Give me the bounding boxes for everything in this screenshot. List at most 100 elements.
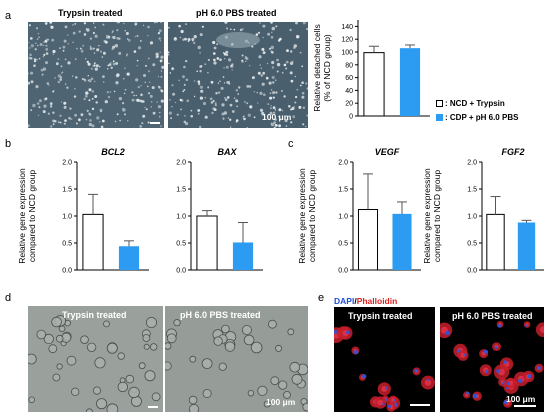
cell-dot	[298, 105, 302, 109]
cell-dot	[204, 96, 207, 99]
cell-dot	[233, 97, 236, 99]
stain-dapi-label: DAPI	[334, 296, 355, 306]
cell-dot	[92, 22, 95, 24]
cell-dot	[200, 65, 203, 68]
cell-dot	[259, 91, 263, 95]
cell-ring	[270, 376, 280, 386]
cell-dot	[210, 101, 214, 104]
cell-dot	[64, 25, 68, 29]
cell-dot	[246, 102, 249, 105]
cell-dot	[123, 78, 125, 80]
cell-dot	[302, 106, 306, 110]
cell-dot	[183, 120, 187, 124]
cell-dot	[226, 96, 230, 99]
y-axis-label: compared to NCD group	[432, 170, 442, 262]
y-tick-label: 140	[341, 24, 353, 31]
cell-dot	[301, 91, 305, 95]
cell-dot	[159, 51, 161, 53]
cell-dot	[84, 94, 88, 98]
cell-dot	[184, 37, 187, 41]
cell-dot	[93, 52, 96, 54]
cell-dot	[92, 65, 94, 67]
cell-dot	[60, 65, 63, 68]
cell-dot	[213, 46, 217, 50]
cell-dot	[290, 79, 294, 83]
cell-dot	[193, 41, 196, 45]
cell-dot	[67, 43, 69, 45]
cell-dot	[199, 52, 201, 54]
cell-dot	[147, 121, 150, 124]
cell-dot	[89, 47, 93, 51]
cell-dot	[143, 74, 146, 77]
cell-core	[539, 326, 544, 333]
cell-dot	[180, 108, 182, 111]
cell-dot	[86, 60, 89, 64]
y-tick-label: 1.5	[62, 187, 72, 194]
cell-dot	[112, 35, 116, 40]
cell-dot	[64, 58, 67, 61]
cell-dot	[199, 33, 203, 37]
cell-dapi	[525, 324, 528, 327]
bar-cdp	[118, 246, 140, 270]
y-tick-label: 0.0	[338, 268, 348, 275]
micrograph-d-trypsin-label: Trypsin treated	[62, 310, 127, 320]
cell-dot	[274, 79, 277, 82]
cell-dot	[43, 104, 47, 108]
cell-dot	[168, 53, 170, 56]
cell-dot	[100, 125, 104, 128]
cell-dot	[235, 119, 239, 122]
cell-dot	[69, 107, 72, 110]
cell-dot	[119, 119, 121, 122]
cell-dot	[103, 81, 105, 83]
cell-dot	[140, 93, 143, 97]
cell-dot	[262, 36, 264, 39]
cell-dot	[225, 65, 229, 69]
cell-dot	[260, 74, 263, 77]
cell-dot	[230, 126, 232, 128]
cell-dot	[124, 113, 126, 116]
micrograph-a-trypsin-cells	[28, 22, 164, 128]
y-tick-label: 0.0	[467, 268, 477, 275]
cell-dot	[101, 56, 104, 58]
cell-dot	[159, 40, 162, 42]
cell-dapi	[472, 393, 478, 399]
cell-dot	[87, 62, 91, 66]
cell-dot	[136, 59, 139, 62]
cell-dot	[67, 127, 69, 128]
cell-dot	[110, 62, 112, 64]
cell-dot	[33, 60, 37, 63]
y-tick-label: 1.5	[338, 187, 348, 194]
cell-dot	[220, 86, 224, 90]
cell-ring	[117, 352, 125, 360]
cell-dot	[272, 106, 276, 110]
cell-ring	[243, 334, 255, 346]
cell-dapi	[537, 366, 541, 370]
cell-dot	[141, 122, 144, 125]
cell-dot	[158, 115, 161, 118]
cell-dapi	[382, 402, 385, 406]
cell-dot	[52, 111, 55, 114]
cell-dot	[47, 112, 50, 115]
cell-dot	[99, 66, 101, 68]
cell-dot	[155, 52, 159, 56]
y-axis-label: Relative gene expression	[422, 168, 432, 264]
cell-dot	[71, 75, 74, 77]
cell-dot	[277, 39, 281, 42]
cell-dot	[63, 101, 67, 105]
cell-dot	[259, 64, 261, 66]
cell-dot	[211, 111, 214, 115]
cell-ring	[80, 335, 89, 345]
cell-dot	[246, 85, 250, 88]
micrograph-d-ph6-cells	[165, 319, 308, 412]
cell-dot	[95, 64, 99, 68]
cell-dot	[190, 109, 193, 112]
cell-dot	[30, 80, 34, 84]
cell-ring	[103, 320, 110, 328]
cell-dot	[295, 35, 300, 39]
cell-dapi	[354, 349, 359, 355]
cell-ring	[289, 361, 301, 373]
cell-dot	[283, 63, 287, 67]
cell-dot	[123, 22, 125, 25]
cell-dot	[36, 44, 39, 47]
legend-label-cdp: : CDP + pH 6.0 PBS	[445, 113, 519, 122]
